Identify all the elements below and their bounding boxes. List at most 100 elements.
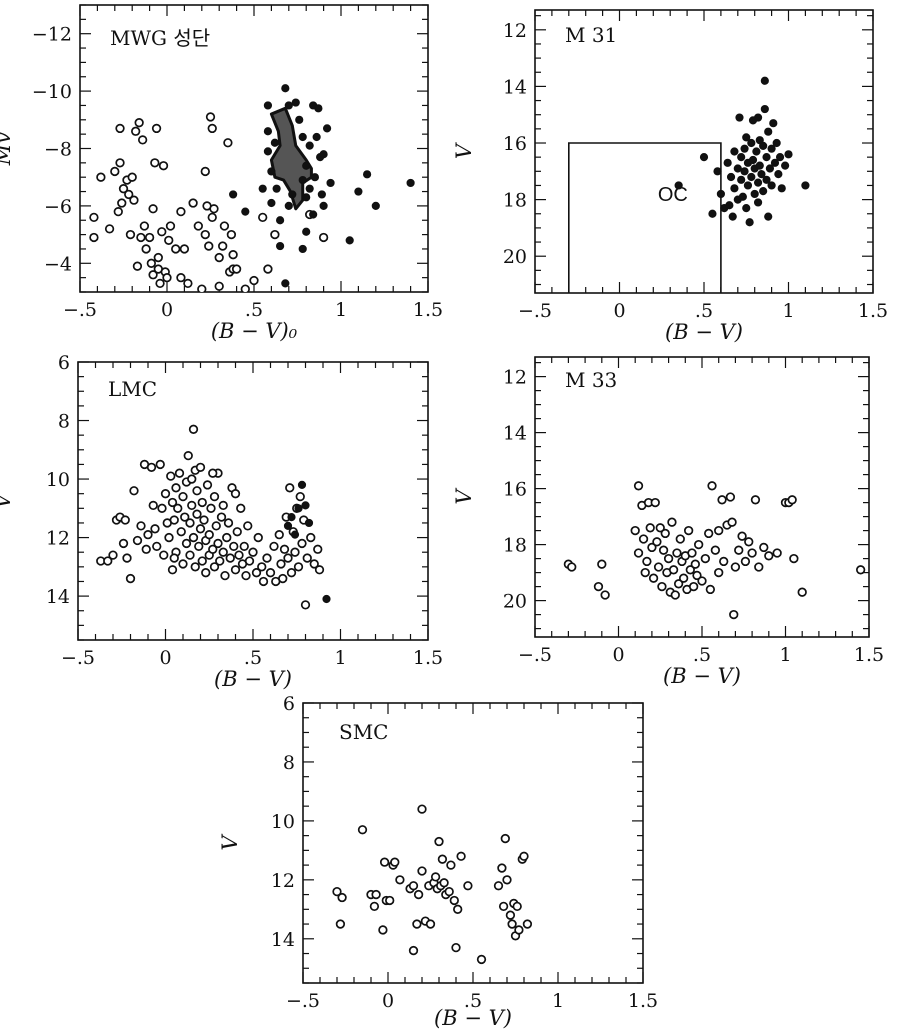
data-point-filled <box>777 184 786 193</box>
data-point-filled <box>304 518 314 528</box>
data-point-open <box>209 491 220 502</box>
data-point-open <box>231 264 242 274</box>
data-point-open <box>239 541 249 552</box>
data-point-filled <box>747 138 756 148</box>
data-point-filled <box>309 210 318 219</box>
points-layer <box>563 481 866 620</box>
data-point-open <box>672 548 682 558</box>
data-point-open <box>451 942 461 953</box>
data-point-open <box>444 886 454 897</box>
y-tick-label: 14 <box>46 586 70 608</box>
data-point-open <box>213 538 223 549</box>
data-point-open <box>689 581 699 592</box>
data-point-open <box>514 925 524 935</box>
data-point-open <box>332 886 342 897</box>
data-point-open <box>129 195 139 205</box>
data-point-open <box>683 525 694 536</box>
data-point-open <box>747 548 757 558</box>
data-point-filled <box>743 181 753 190</box>
data-point-open <box>593 581 604 592</box>
data-point-open <box>96 172 106 182</box>
data-point-open <box>663 553 674 564</box>
panel-label: LMC <box>108 377 157 401</box>
data-point-open <box>678 573 689 583</box>
points-layer <box>89 84 415 292</box>
data-point-open <box>463 881 473 891</box>
data-point-open <box>122 553 132 563</box>
panel-smc: −.5 0 .5 1 1.5 6 8 10 12 14 (B − V) V SMC <box>218 693 658 1029</box>
data-point-open <box>89 232 99 243</box>
data-point-open <box>127 172 137 182</box>
data-point-open <box>240 284 250 292</box>
data-point-open <box>710 545 721 555</box>
data-point-open <box>178 491 188 502</box>
data-point-open <box>650 497 660 508</box>
data-point-filled <box>406 178 415 188</box>
data-point-open <box>729 609 739 620</box>
data-point-filled <box>674 181 683 190</box>
data-point-filled <box>301 501 310 510</box>
x-tick-label: 0 <box>612 644 624 666</box>
data-point-open <box>276 559 286 569</box>
data-point-filled <box>713 167 722 176</box>
data-point-filled <box>322 124 332 133</box>
x-tick-label: −.5 <box>61 647 95 669</box>
data-point-open <box>293 562 304 572</box>
data-point-open <box>146 258 156 268</box>
data-point-open <box>176 206 186 217</box>
data-point-open <box>150 158 160 168</box>
data-point-filled <box>258 184 267 193</box>
data-point-open <box>567 562 577 572</box>
data-point-filled <box>762 175 771 184</box>
data-point-open <box>673 579 684 589</box>
data-point-filled <box>298 175 307 185</box>
data-point-filled <box>730 184 739 193</box>
y-tick-label: 8 <box>58 411 70 433</box>
data-point-open <box>697 576 707 586</box>
data-point-filled <box>290 530 300 539</box>
data-point-open <box>759 542 769 553</box>
data-point-filled <box>740 144 749 153</box>
x-axis-label: (B − V) <box>434 1006 512 1029</box>
data-point-filled <box>781 161 790 170</box>
x-tick-label: 1 <box>782 300 794 322</box>
data-point-filled <box>302 193 311 202</box>
plot-frame <box>534 356 870 638</box>
data-point-open <box>200 229 210 240</box>
data-point-open <box>153 252 163 263</box>
data-point-filled <box>322 594 331 604</box>
data-point-open <box>207 123 217 134</box>
data-point-open <box>181 538 192 549</box>
data-point-open <box>204 241 214 251</box>
x-axis-label: (B − V)₀ <box>211 319 298 343</box>
x-tick-label: −.5 <box>518 300 552 322</box>
x-tick-label: 0 <box>382 990 394 1012</box>
data-point-open <box>243 521 253 531</box>
data-point-open <box>647 542 657 553</box>
data-point-open <box>493 881 504 891</box>
data-point-open <box>692 570 702 581</box>
data-point-open <box>229 541 239 552</box>
data-point-open <box>507 919 517 929</box>
data-point-open <box>155 459 165 470</box>
data-point-filled <box>767 181 776 190</box>
data-point-open <box>134 118 144 128</box>
data-point-open <box>302 553 312 563</box>
data-point-filled <box>276 241 285 251</box>
x-tick-label: 1.5 <box>413 647 443 669</box>
y-tick-label: 10 <box>46 469 70 491</box>
data-point-filled <box>764 127 773 136</box>
data-point-open <box>704 528 714 539</box>
data-point-open <box>185 550 195 560</box>
data-point-open <box>197 556 207 566</box>
data-point-filled <box>326 178 335 188</box>
data-point-open <box>648 573 659 583</box>
data-point-open <box>417 866 427 876</box>
data-point-filled <box>305 184 314 193</box>
data-point-open <box>645 523 655 533</box>
x-tick-label: 1 <box>334 647 346 669</box>
data-point-open <box>258 576 269 587</box>
y-tick-label: 20 <box>503 591 527 613</box>
data-point-open <box>205 112 216 122</box>
